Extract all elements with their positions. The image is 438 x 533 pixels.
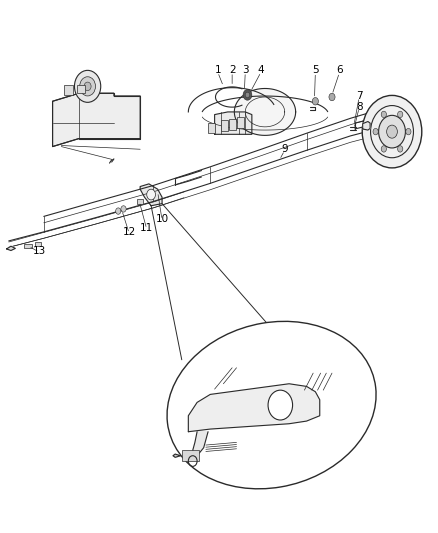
Polygon shape (215, 112, 252, 134)
Circle shape (80, 77, 95, 96)
Circle shape (147, 189, 155, 200)
Circle shape (398, 146, 403, 152)
Text: 10: 10 (155, 214, 169, 223)
Text: 6: 6 (336, 66, 343, 75)
Text: 8: 8 (356, 102, 363, 111)
Circle shape (381, 111, 386, 118)
Circle shape (378, 115, 406, 148)
FancyBboxPatch shape (35, 242, 41, 246)
Circle shape (329, 93, 335, 101)
Circle shape (387, 125, 397, 138)
FancyBboxPatch shape (237, 117, 244, 128)
FancyBboxPatch shape (221, 120, 228, 131)
Polygon shape (7, 246, 15, 251)
Circle shape (406, 128, 411, 135)
Text: 5: 5 (312, 66, 319, 75)
Text: 4: 4 (258, 66, 265, 75)
FancyBboxPatch shape (182, 450, 199, 461)
Circle shape (74, 70, 101, 102)
Circle shape (116, 208, 121, 214)
FancyBboxPatch shape (24, 244, 32, 248)
Circle shape (245, 92, 250, 98)
FancyBboxPatch shape (77, 85, 85, 93)
Circle shape (312, 98, 318, 105)
Text: 3: 3 (242, 66, 249, 75)
Polygon shape (140, 184, 162, 206)
Circle shape (373, 128, 378, 135)
Circle shape (381, 146, 386, 152)
FancyBboxPatch shape (64, 85, 73, 95)
Ellipse shape (167, 321, 376, 489)
Polygon shape (173, 454, 180, 457)
Text: 1: 1 (214, 66, 221, 75)
Polygon shape (188, 384, 320, 432)
FancyBboxPatch shape (208, 123, 215, 133)
Text: 11: 11 (140, 223, 153, 232)
FancyBboxPatch shape (137, 199, 143, 204)
Text: 13: 13 (33, 246, 46, 255)
FancyBboxPatch shape (229, 119, 236, 130)
Circle shape (121, 206, 126, 212)
Text: 2: 2 (229, 66, 236, 75)
Circle shape (243, 90, 252, 100)
Circle shape (362, 95, 422, 168)
Text: 12: 12 (123, 227, 136, 237)
Polygon shape (193, 432, 208, 454)
Circle shape (268, 390, 293, 420)
Polygon shape (53, 93, 140, 147)
Polygon shape (234, 88, 296, 135)
Circle shape (84, 82, 91, 91)
Polygon shape (363, 122, 370, 130)
Text: 7: 7 (356, 91, 363, 101)
Circle shape (398, 111, 403, 118)
Text: 9: 9 (281, 144, 288, 154)
